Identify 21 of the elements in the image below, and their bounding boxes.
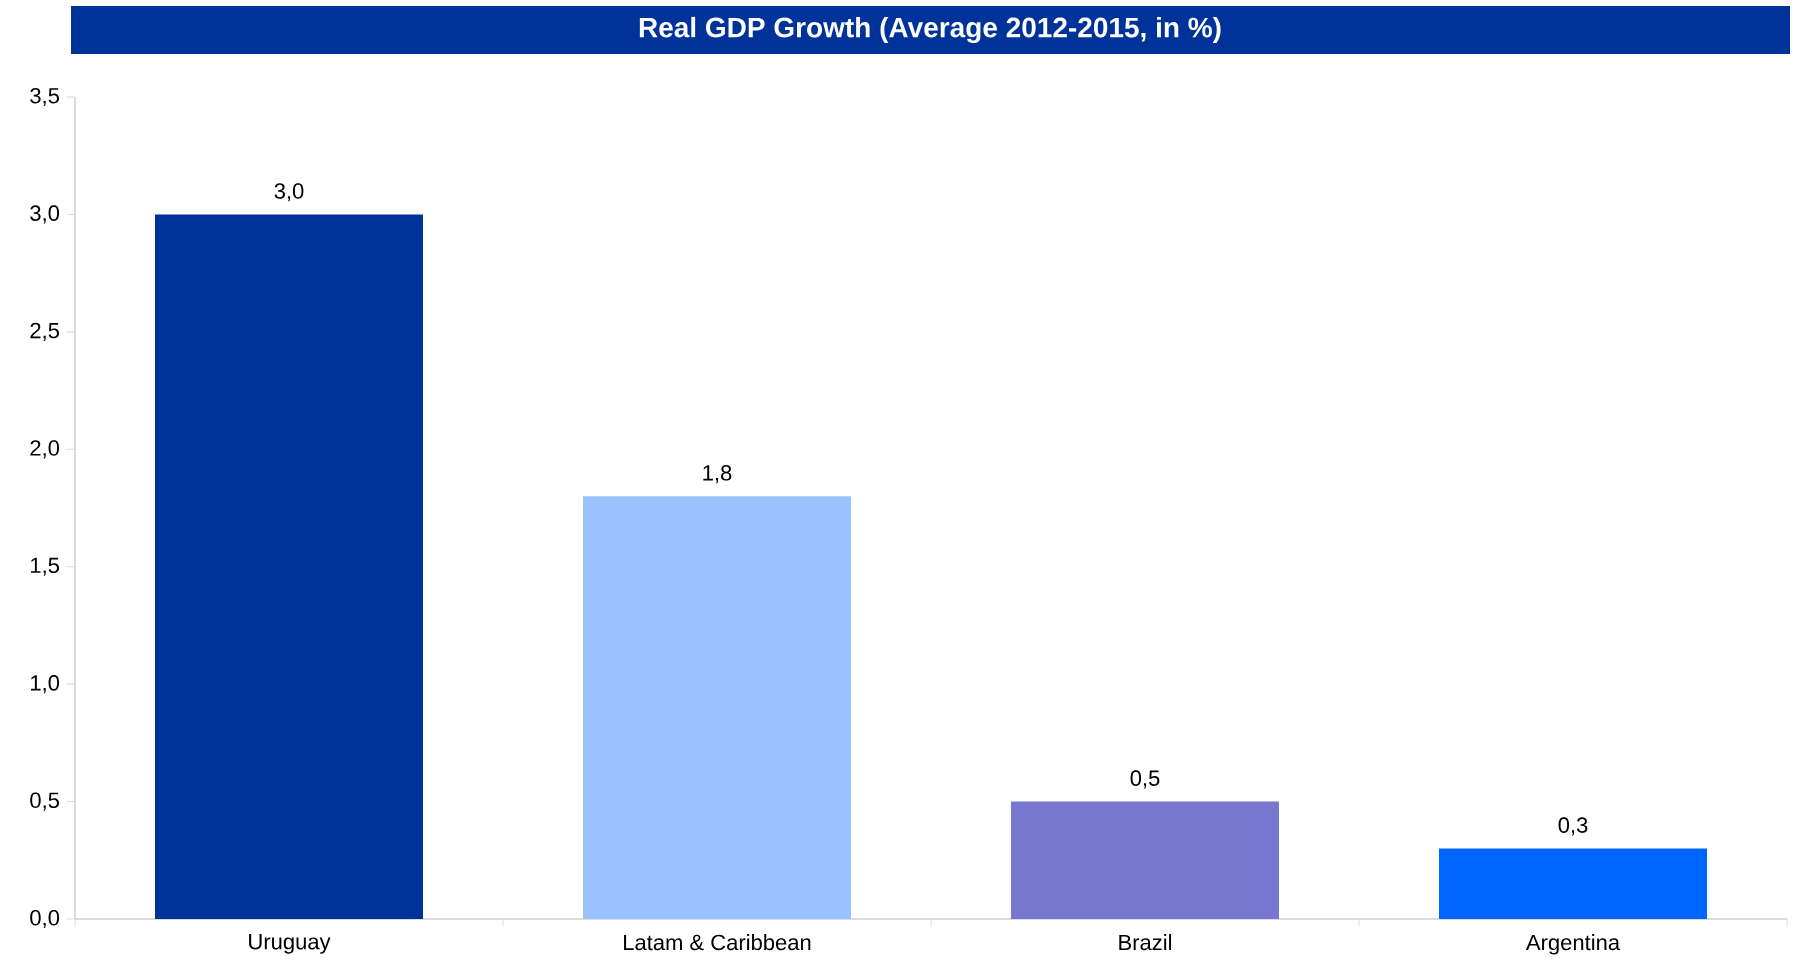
data-label: 0,3 (1558, 817, 1588, 836)
y-tick-label: 0,5 (30, 792, 59, 811)
y-tick-label: 3,5 (30, 87, 59, 107)
data-label: 3,0 (274, 183, 304, 202)
y-tick-label: 2,5 (30, 322, 59, 341)
x-tick-label: Brazil (1119, 934, 1172, 951)
bar (583, 496, 852, 919)
bar (1439, 848, 1708, 919)
y-tick-label: 0,0 (30, 909, 60, 929)
data-label: 1,8 (703, 465, 732, 484)
x-tick-label: Uruguay (249, 934, 331, 954)
bar (1011, 801, 1280, 919)
bar (155, 214, 424, 919)
x-tick-label: Latam & Caribbean (624, 934, 811, 951)
y-tick-label: 1,0 (31, 675, 60, 694)
x-tick-label: Argentina (1525, 934, 1621, 955)
y-tick-label: 3,0 (30, 205, 60, 224)
data-label: 0,5 (1130, 770, 1160, 789)
y-tick-label: 2,0 (30, 440, 60, 459)
chart-title: Real GDP Growth (Average 2012-2015, in %) (639, 16, 1221, 44)
y-tick-label: 1,5 (31, 557, 59, 576)
